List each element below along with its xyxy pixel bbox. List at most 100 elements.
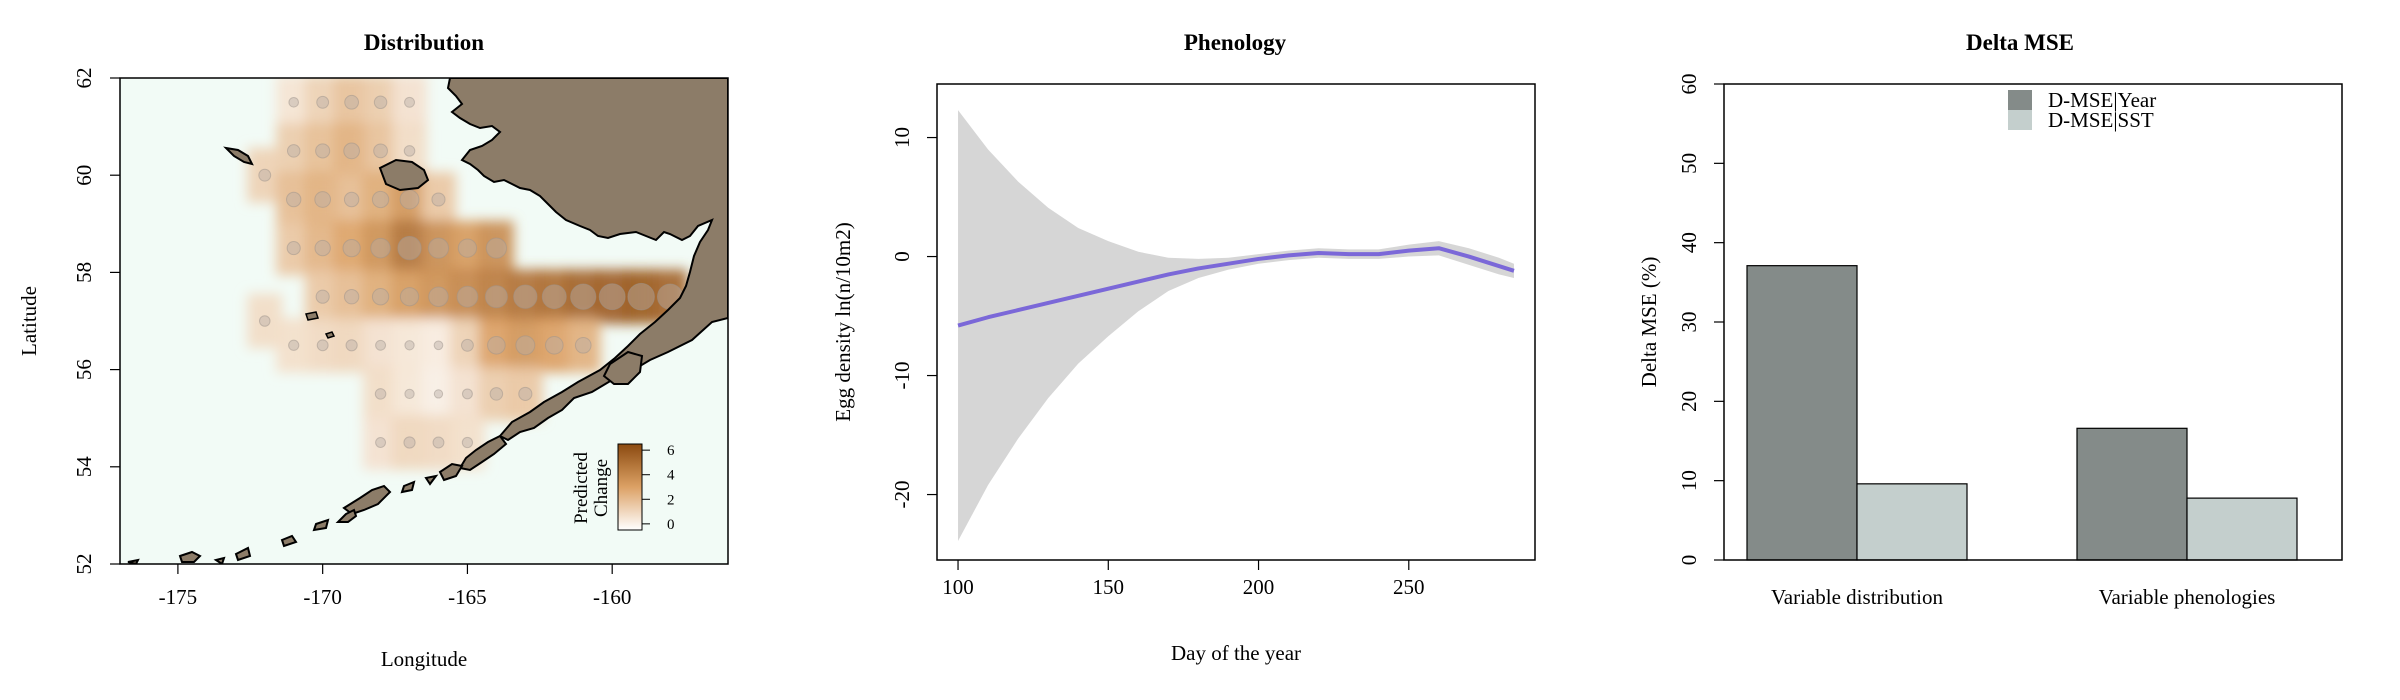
phenology-frame xyxy=(936,83,1536,561)
st-lawrence-island xyxy=(223,146,254,166)
predicted-change-cell xyxy=(565,318,601,373)
category-labels: Variable distribution Variable phenologie… xyxy=(1771,585,2275,609)
station-marker xyxy=(345,339,358,352)
station-marker xyxy=(399,287,420,307)
pribilof-island xyxy=(305,311,319,321)
delta-mse-panel: Delta MSE 0 10 20 30 40 50 60 Variable distrib… xyxy=(1637,30,2343,609)
station-marker xyxy=(403,436,416,449)
phenology-title: Phenology xyxy=(1184,30,1287,55)
x-tick-label: -165 xyxy=(448,585,487,609)
aleutian-island-5 xyxy=(312,518,330,532)
phenology-x-label: Day of the year xyxy=(1171,641,1301,665)
station-marker xyxy=(397,235,422,261)
y-tick-label: 58 xyxy=(72,262,96,283)
fitted-line xyxy=(957,246,1515,328)
station-marker xyxy=(370,237,391,259)
x-tick-label: -170 xyxy=(303,585,342,609)
y-tick-label: 52 xyxy=(72,554,96,575)
station-marker xyxy=(343,289,360,305)
legend-swatch xyxy=(2008,110,2032,130)
station-marker xyxy=(404,96,415,108)
station-marker xyxy=(315,289,330,304)
distribution-panel: Distribution xyxy=(17,30,729,671)
station-marker xyxy=(485,237,507,259)
pribilof-island-2 xyxy=(324,331,336,339)
x-tick-label: 150 xyxy=(1093,575,1125,599)
category-label: Variable phenologies xyxy=(2099,585,2276,609)
kodiak-island xyxy=(602,350,644,385)
station-marker xyxy=(286,241,301,256)
station-marker xyxy=(433,389,444,399)
aleutian-island-6 xyxy=(280,534,298,548)
legend-tick-label: 6 xyxy=(667,443,675,459)
legend-label: D-MSE|Year xyxy=(2048,88,2156,112)
station-marker xyxy=(427,237,450,259)
station-marker xyxy=(375,339,387,351)
station-marker xyxy=(484,285,508,309)
nunivak-island xyxy=(378,158,430,192)
y-tick-label: 30 xyxy=(1677,312,1701,333)
station-marker xyxy=(404,388,415,400)
aleutian-island-9 xyxy=(127,558,140,564)
predicted-change-cell xyxy=(276,318,312,373)
aleutian-island-10 xyxy=(213,556,226,564)
station-marker xyxy=(598,283,626,311)
unimak-island xyxy=(438,462,464,482)
x-tick-label: -175 xyxy=(159,585,198,609)
station-marker xyxy=(574,336,592,354)
bars xyxy=(1746,265,2298,561)
y-tick-label: 0 xyxy=(1677,555,1701,566)
station-marker xyxy=(399,189,420,210)
station-marker xyxy=(258,315,271,327)
station-marker xyxy=(461,388,473,400)
map-x-axis: -175 -170 -165 -160 xyxy=(159,564,631,609)
phenology-y-label: Egg density ln(n/10m2) xyxy=(831,222,855,421)
station-marker xyxy=(544,336,564,355)
station-marker xyxy=(315,143,331,159)
aleutian-island-7 xyxy=(234,546,252,562)
station-marker xyxy=(456,285,479,308)
station-marker xyxy=(489,387,504,401)
x-tick-label: 100 xyxy=(942,575,974,599)
legend-tick-label: 4 xyxy=(667,468,675,484)
station-marker xyxy=(431,192,446,207)
station-marker xyxy=(457,238,478,258)
bar-d-mse-sst xyxy=(1856,483,1968,561)
y-tick-label: 56 xyxy=(72,359,96,380)
y-tick-label: 40 xyxy=(1677,232,1701,253)
aleutian-island-3 xyxy=(424,474,439,486)
predicted-change-cell xyxy=(392,78,427,130)
station-marker xyxy=(286,144,301,158)
station-marker xyxy=(344,94,359,110)
y-tick-label: -10 xyxy=(890,362,914,390)
station-marker xyxy=(403,145,416,157)
legend-tick-label: 2 xyxy=(667,492,675,508)
delta-mse-y-label: Delta MSE (%) xyxy=(1637,257,1661,388)
category-label: Variable distribution xyxy=(1771,585,1944,609)
station-marker xyxy=(316,339,329,352)
bar-d-mse-year xyxy=(1746,265,1858,561)
legend-ticks: 0 2 4 6 xyxy=(642,443,675,533)
delta-mse-title: Delta MSE xyxy=(1966,30,2074,55)
y-tick-label: -20 xyxy=(890,481,914,509)
map-y-label: Latitude xyxy=(17,286,41,356)
aleutian-island-4 xyxy=(400,480,416,494)
station-marker xyxy=(541,284,567,310)
x-tick-label: 200 xyxy=(1243,575,1275,599)
station-markers xyxy=(258,94,684,449)
station-marker xyxy=(513,284,538,309)
legend-tick-label: 0 xyxy=(667,517,675,533)
legend-label: D-MSE|SST xyxy=(2048,108,2154,132)
phenology-x-axis: 100 150 200 250 xyxy=(942,560,1425,599)
station-marker xyxy=(343,191,360,208)
y-tick-label: 50 xyxy=(1677,153,1701,174)
delta-mse-y-axis: 0 10 20 30 40 50 60 xyxy=(1677,74,1724,566)
station-marker xyxy=(375,437,387,448)
y-tick-label: 54 xyxy=(72,456,96,478)
map-frame xyxy=(119,77,729,565)
station-marker xyxy=(374,388,387,400)
station-marker xyxy=(288,339,300,351)
confidence-band xyxy=(958,110,1514,541)
station-marker xyxy=(286,191,302,208)
